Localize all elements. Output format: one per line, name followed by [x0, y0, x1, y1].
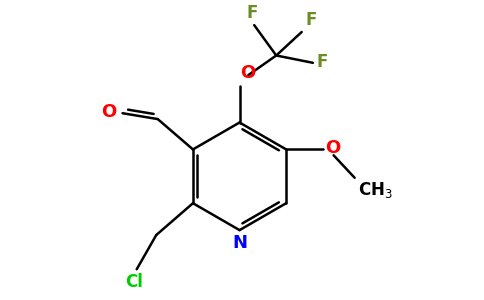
Text: O: O [101, 103, 117, 121]
Text: CH$_3$: CH$_3$ [358, 180, 393, 200]
Text: O: O [325, 140, 340, 158]
Text: F: F [305, 11, 317, 29]
Text: O: O [241, 64, 256, 82]
Text: N: N [232, 234, 247, 252]
Text: F: F [317, 53, 328, 71]
Text: F: F [246, 4, 257, 22]
Text: Cl: Cl [125, 273, 143, 291]
